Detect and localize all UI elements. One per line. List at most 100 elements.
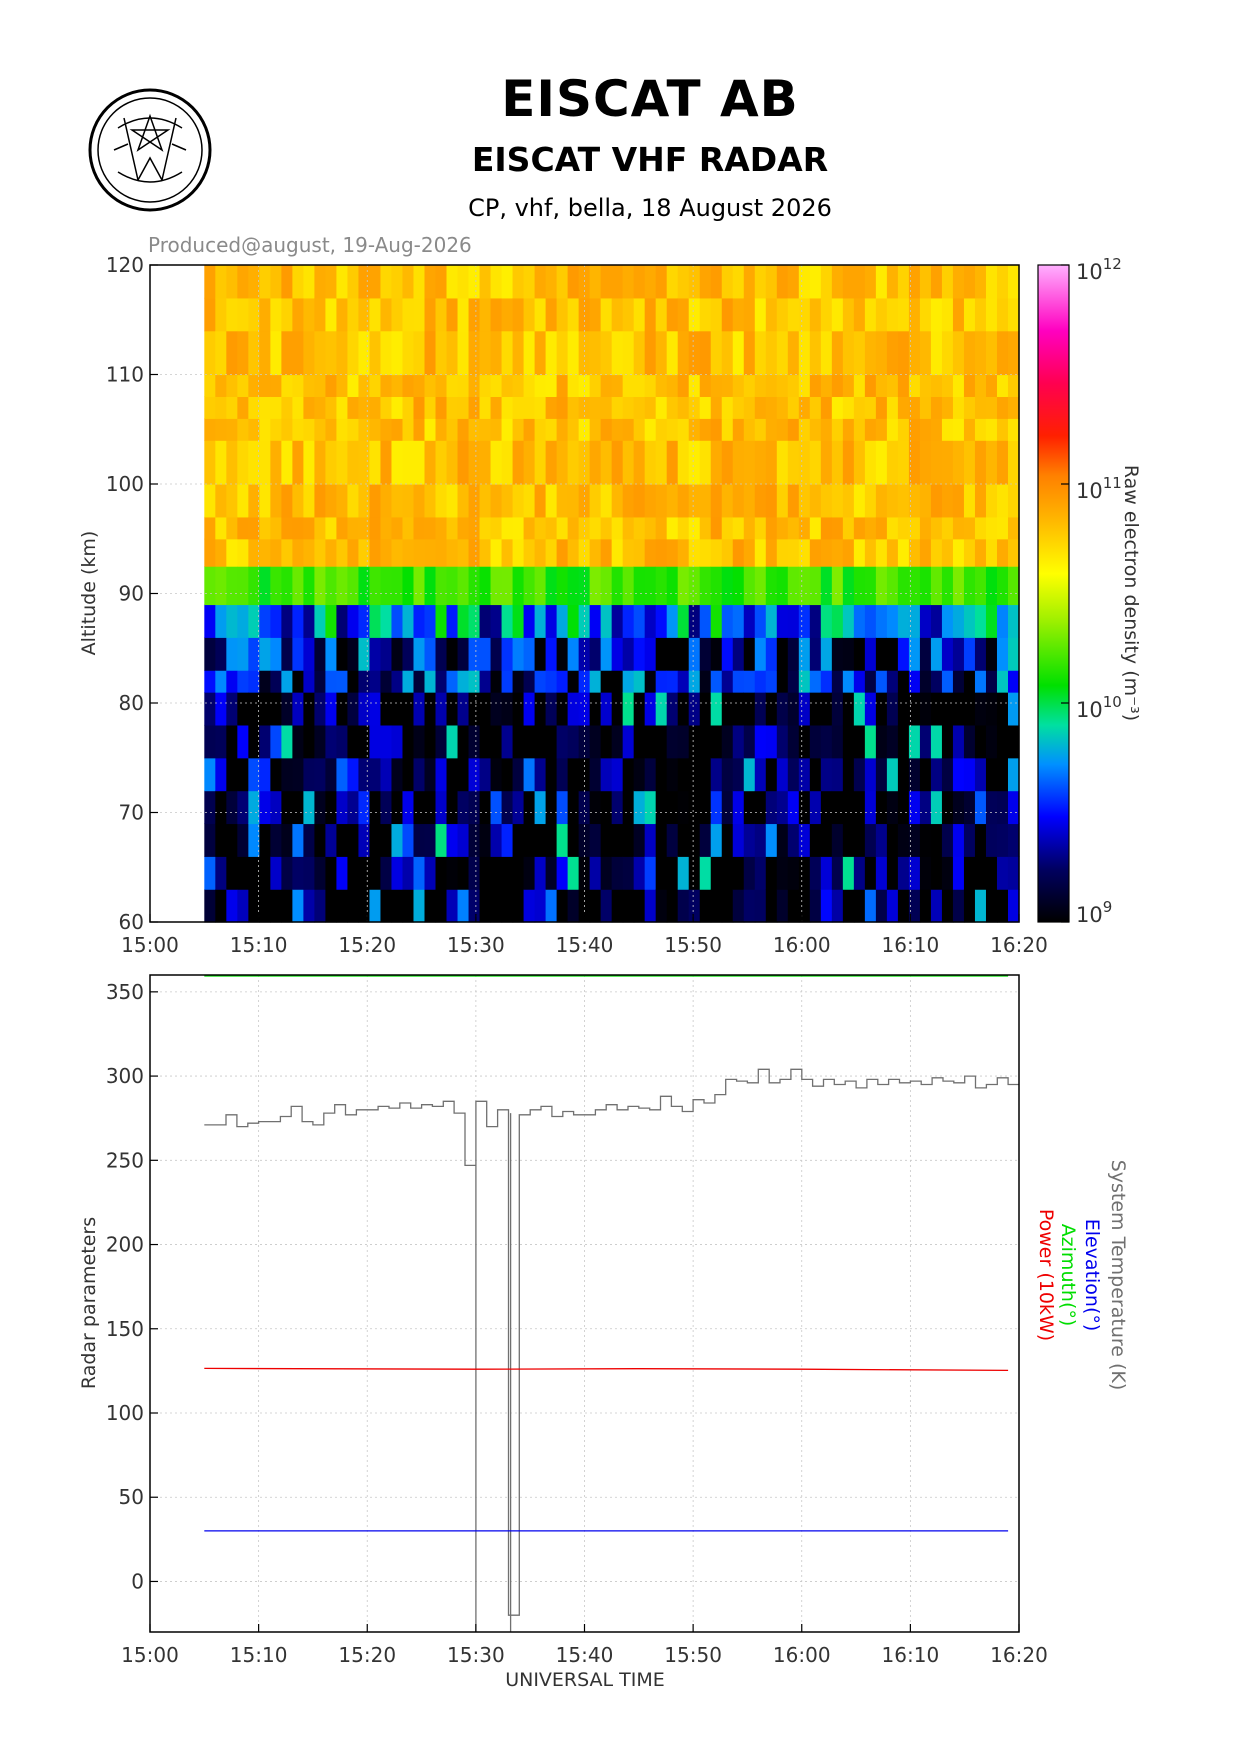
heatmap-cell <box>303 856 316 890</box>
heatmap-cell <box>776 265 789 299</box>
heatmap-cell <box>963 516 976 540</box>
heatmap-cell <box>446 604 459 638</box>
heatmap-cell <box>622 418 635 441</box>
heatmap-cell <box>754 604 767 638</box>
heatmap-cell <box>534 297 547 332</box>
heatmap-cell <box>567 856 580 890</box>
heatmap-cell <box>237 889 249 923</box>
heatmap-cell <box>523 823 536 857</box>
heatmap-cell <box>446 823 459 857</box>
heatmap-cell <box>963 724 976 759</box>
heatmap-cell <box>655 670 668 693</box>
heatmap-cell <box>589 889 602 923</box>
heatmap-cell <box>479 297 492 332</box>
heatmap-cell <box>754 692 767 726</box>
heatmap-cell <box>479 484 492 518</box>
heatmap-cell <box>853 856 866 890</box>
heatmap-cell <box>424 790 437 825</box>
heatmap-cell <box>237 637 249 671</box>
heatmap-cell <box>633 670 646 693</box>
heatmap-cell <box>864 692 877 726</box>
heatmap-cell <box>633 418 646 441</box>
heatmap-cell <box>1007 516 1020 540</box>
heatmap-cell <box>314 823 327 857</box>
heatmap-cell <box>754 418 767 441</box>
heatmap-cell <box>743 418 756 441</box>
heatmap-cell <box>435 692 448 726</box>
heatmap-cell <box>930 856 943 890</box>
heatmap-cell <box>853 670 866 693</box>
heatmap-cell <box>281 484 293 518</box>
heatmap-cell <box>534 516 547 540</box>
heatmap-cell <box>875 440 888 485</box>
heatmap-cell <box>457 823 470 857</box>
heatmap-cell <box>941 692 954 726</box>
heatmap-cell <box>710 374 723 397</box>
heatmap-cell <box>578 790 591 825</box>
heatmap-cell <box>512 516 525 540</box>
heatmap-cell <box>765 566 778 606</box>
heatmap-cell <box>303 396 316 419</box>
heatmap-cell <box>424 396 437 419</box>
heatmap-cell <box>589 484 602 518</box>
heatmap-cell <box>424 440 437 485</box>
heatmap-cell <box>435 889 448 923</box>
y-tick-label: 100 <box>106 1401 144 1425</box>
heatmap-cell <box>633 396 646 419</box>
params-series <box>204 975 1019 1632</box>
heatmap-cell <box>952 484 965 518</box>
heatmap-cell <box>677 823 690 857</box>
heatmap-cell <box>336 374 349 397</box>
params-y-label: Radar parameters <box>78 1217 100 1389</box>
heatmap-cell <box>787 374 800 397</box>
heatmap-cell <box>963 566 976 606</box>
heatmap-cell <box>259 484 271 518</box>
heatmap-cell <box>721 566 734 606</box>
heatmap-cell <box>534 374 547 397</box>
heatmap-cell <box>941 374 954 397</box>
heatmap-cell <box>369 566 382 606</box>
heatmap-cell <box>391 790 404 825</box>
heatmap-cell <box>215 724 227 759</box>
heatmap-cell <box>666 374 679 397</box>
heatmap-cell <box>292 637 304 671</box>
heatmap-cell <box>919 790 932 825</box>
heatmap-cell <box>589 396 602 419</box>
heatmap-cell <box>523 692 536 726</box>
heatmap-cell <box>556 889 569 923</box>
heatmap-cell <box>237 265 249 299</box>
heatmap-cell <box>831 757 844 792</box>
heatmap-cell <box>402 823 415 857</box>
heatmap-cell <box>754 538 767 567</box>
heatmap-cell <box>886 516 899 540</box>
heatmap-cell <box>908 440 921 485</box>
heatmap-cell <box>303 418 316 441</box>
heatmap-cell <box>853 396 866 419</box>
heatmap-cell <box>699 265 712 299</box>
heatmap-cell <box>974 484 987 518</box>
heatmap-cell <box>831 889 844 923</box>
heatmap-cell <box>270 516 282 540</box>
y-tick-label: 120 <box>106 253 144 277</box>
heatmap-cell <box>424 604 437 638</box>
heatmap-cell <box>545 374 558 397</box>
heatmap-cell <box>754 440 767 485</box>
heatmap-cell <box>314 440 327 485</box>
heatmap-cell <box>930 604 943 638</box>
heatmap-cell <box>281 265 293 299</box>
heatmap-cell <box>864 516 877 540</box>
heatmap-cell <box>402 637 415 671</box>
heatmap-cell <box>204 418 216 441</box>
heatmap-cell <box>677 889 690 923</box>
heatmap-cell <box>512 440 525 485</box>
heatmap-cell <box>1007 692 1020 726</box>
heatmap-cell <box>732 790 745 825</box>
heatmap-cell <box>809 516 822 540</box>
heatmap-cell <box>512 484 525 518</box>
heatmap-cell <box>347 692 360 726</box>
heatmap-cell <box>963 440 976 485</box>
heatmap-cell <box>809 757 822 792</box>
heatmap-cell <box>886 374 899 397</box>
heatmap-cell <box>215 856 227 890</box>
heatmap-cell <box>259 440 271 485</box>
